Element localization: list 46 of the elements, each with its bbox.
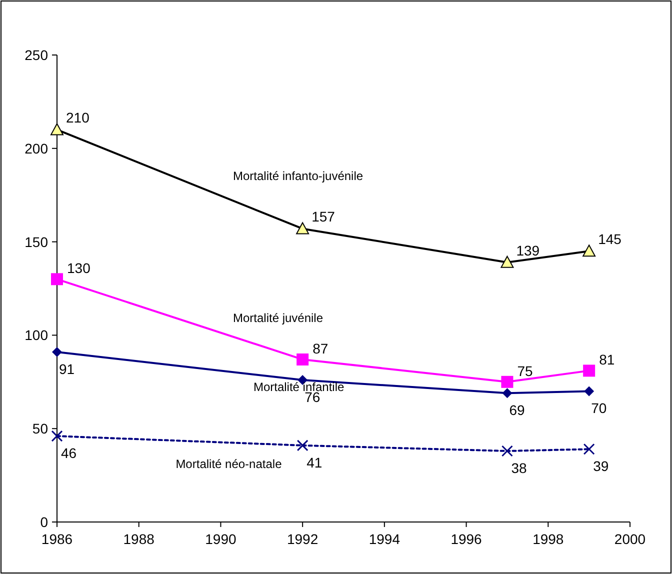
point xyxy=(500,256,514,268)
data-label: 46 xyxy=(61,445,77,462)
y-tick-label: 250 xyxy=(24,47,48,63)
x-tick-label: 1992 xyxy=(286,531,318,547)
data-label: 91 xyxy=(59,361,75,378)
y-tick-label: 50 xyxy=(32,420,48,437)
x-tick-label: 1990 xyxy=(205,531,236,547)
data-label: 81 xyxy=(599,352,615,368)
data-label: 38 xyxy=(511,460,527,476)
data-label: 145 xyxy=(598,231,622,248)
data-label: 75 xyxy=(517,362,533,379)
point xyxy=(501,376,514,388)
data-label: 41 xyxy=(306,454,322,470)
data-label: 87 xyxy=(312,340,328,356)
point xyxy=(583,443,595,455)
x-tick-label: 2000 xyxy=(614,531,646,547)
point xyxy=(584,386,594,396)
point xyxy=(51,430,63,442)
point xyxy=(52,347,62,358)
series-label: Mortalité juvénile xyxy=(232,311,324,326)
x-tick-label: 1988 xyxy=(123,531,155,547)
series-label: Mortalité infanto-juvénile xyxy=(232,169,364,184)
data-label: 139 xyxy=(516,242,540,258)
data-label: 130 xyxy=(67,260,91,276)
point xyxy=(502,388,512,398)
y-tick-label: 0 xyxy=(40,514,48,530)
x-tick-label: 1998 xyxy=(532,531,564,547)
x-tick-label: 1994 xyxy=(368,531,400,547)
y-tick-label: 100 xyxy=(24,327,48,344)
y-tick-label: 150 xyxy=(24,234,48,250)
point xyxy=(296,353,309,366)
point xyxy=(582,244,596,257)
data-label: 69 xyxy=(509,402,525,418)
x-tick-label: 1986 xyxy=(41,531,73,547)
y-tick-label: 200 xyxy=(24,140,48,156)
point xyxy=(296,222,310,234)
point xyxy=(583,364,596,377)
data-label: 39 xyxy=(593,458,609,474)
point xyxy=(51,273,63,286)
series-label: Mortalité néo-natale xyxy=(176,456,282,471)
point xyxy=(501,445,513,457)
x-tick-label: 1996 xyxy=(450,531,482,547)
data-label: 210 xyxy=(66,110,90,126)
data-label: 157 xyxy=(312,208,336,225)
point xyxy=(296,440,308,452)
data-label: 70 xyxy=(591,400,607,416)
